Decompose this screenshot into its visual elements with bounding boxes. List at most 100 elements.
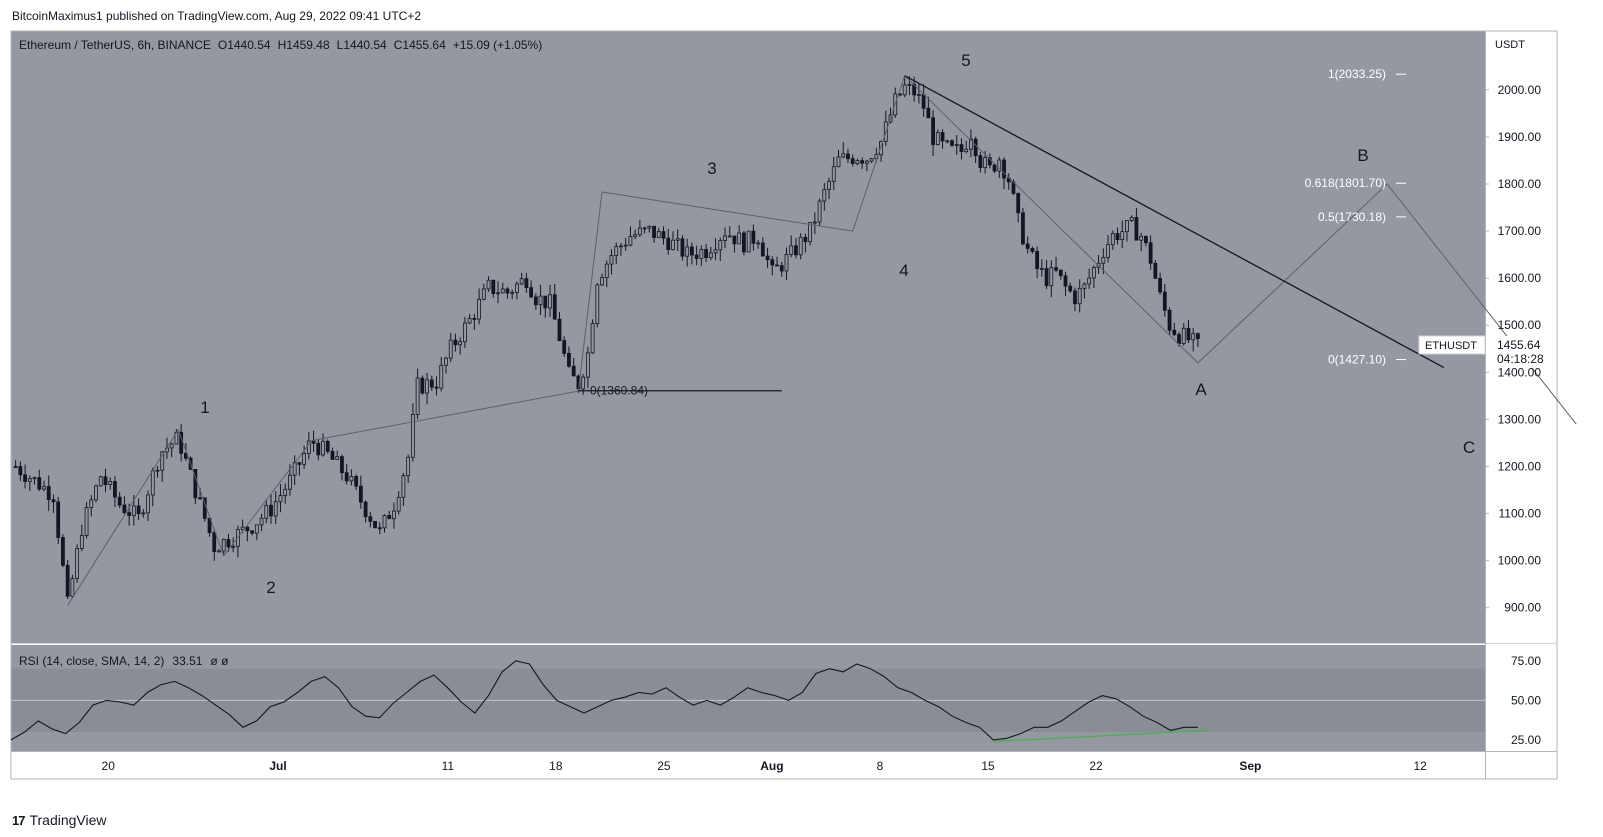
candle-body — [496, 292, 500, 295]
candle-body — [1134, 217, 1139, 241]
candle-body — [146, 494, 150, 514]
candle-body — [765, 255, 770, 261]
candle-body — [302, 453, 307, 465]
candle-body — [1158, 277, 1162, 293]
candle-body — [1021, 212, 1025, 245]
candle-body — [89, 499, 94, 508]
candle-body — [1091, 267, 1096, 279]
rsi-line — [10, 660, 1198, 741]
candle-body — [472, 318, 477, 320]
candle-body — [548, 294, 552, 309]
candle-body — [56, 501, 61, 538]
candle-body — [775, 264, 779, 267]
candle-body — [245, 526, 250, 532]
candle-body — [879, 141, 883, 156]
candle-body — [231, 545, 236, 548]
candle-body — [964, 148, 969, 152]
symbol-legend[interactable]: Ethereum / TetherUS, 6h, BINANCE O1440.54… — [19, 38, 542, 52]
candle-body — [756, 242, 761, 245]
candle-body — [855, 160, 860, 164]
high-value: 1459.48 — [286, 38, 330, 52]
candle-body — [84, 507, 89, 536]
price-tick-label: 1000.00 — [1498, 554, 1542, 568]
price-tick-label: 1300.00 — [1498, 412, 1542, 426]
price-pane[interactable] — [11, 31, 1485, 643]
candle-body — [306, 440, 311, 454]
price-tag[interactable]: ETHUSDT 1455.64 04:18:28 — [1418, 335, 1551, 368]
price-tick-label: 2000.00 — [1498, 83, 1542, 97]
candle-body — [330, 450, 335, 460]
candle-body — [798, 236, 803, 256]
time-tick-label: Sep — [1239, 759, 1261, 773]
candle-body — [931, 117, 935, 145]
price-tick-label: 1800.00 — [1498, 177, 1542, 191]
candle-body — [817, 200, 822, 223]
candle-body — [637, 227, 642, 236]
candle-body — [61, 537, 65, 566]
candle-body — [297, 462, 302, 465]
candle-body — [1186, 327, 1191, 341]
candle-body — [1191, 333, 1196, 341]
candle-body — [689, 246, 694, 256]
candle-body — [491, 279, 496, 294]
wave-label-c: C — [1463, 438, 1475, 457]
candle-body — [387, 515, 392, 520]
candle-body — [1148, 242, 1153, 264]
candle-body — [269, 504, 273, 517]
symbol-name: Ethereum / TetherUS, 6h, BINANCE — [19, 38, 211, 52]
price-tag-box — [1488, 336, 1551, 368]
candle-body — [453, 339, 458, 346]
candle-body — [907, 84, 912, 86]
candle-body — [954, 144, 959, 146]
candle-body — [746, 230, 751, 253]
candle-body — [1106, 244, 1110, 258]
candle-body — [311, 440, 316, 444]
candle-body — [590, 323, 595, 354]
price-tag-symbol-box — [1418, 335, 1486, 355]
candle-body — [444, 357, 448, 366]
candle-body — [524, 278, 529, 288]
candle-body — [557, 318, 562, 341]
candle-body — [486, 279, 491, 290]
rsi-legend[interactable]: RSI (14, close, SMA, 14, 2) 33.51 ø ø — [19, 654, 229, 668]
candle-body — [609, 254, 614, 265]
candle-body — [666, 237, 671, 250]
tradingview-logo: 17 — [12, 812, 26, 828]
candle-body — [1025, 243, 1030, 249]
fib-label-05: 0.5(1730.18) — [1318, 210, 1386, 224]
candle-body — [27, 478, 32, 482]
candle-body — [13, 466, 18, 468]
candle-body — [723, 235, 727, 241]
candle-body — [1087, 277, 1092, 285]
price-tick-label: 1700.00 — [1498, 224, 1542, 238]
time-tick-label: 11 — [442, 759, 455, 773]
candle-body — [406, 456, 411, 477]
candle-body — [779, 265, 784, 272]
candle-body — [619, 245, 623, 248]
candle-body — [141, 512, 146, 515]
candle-body — [916, 94, 921, 96]
candle-body — [652, 225, 656, 238]
candle-body — [396, 496, 401, 512]
price-tick-label: 1100.00 — [1499, 507, 1542, 521]
candle-body — [1049, 267, 1054, 287]
candle-body — [997, 159, 1002, 172]
candle-body — [458, 341, 463, 346]
candle-body — [193, 468, 198, 499]
candle-body — [155, 469, 160, 472]
candle-body — [751, 230, 756, 244]
price-tick-label: 1600.00 — [1498, 271, 1542, 285]
time-tick-label: 8 — [877, 759, 884, 773]
time-axis[interactable] — [11, 751, 1485, 779]
candle-body — [675, 238, 680, 241]
candle-body — [562, 340, 567, 354]
candle-body — [410, 414, 415, 458]
candle-body — [212, 532, 217, 552]
candle-body — [37, 477, 42, 490]
candle-body — [1073, 290, 1077, 305]
rsi-axis[interactable] — [1485, 645, 1557, 751]
footer[interactable]: 17 TradingView — [12, 812, 107, 828]
candle-body — [538, 295, 543, 306]
candle-body — [585, 352, 590, 378]
